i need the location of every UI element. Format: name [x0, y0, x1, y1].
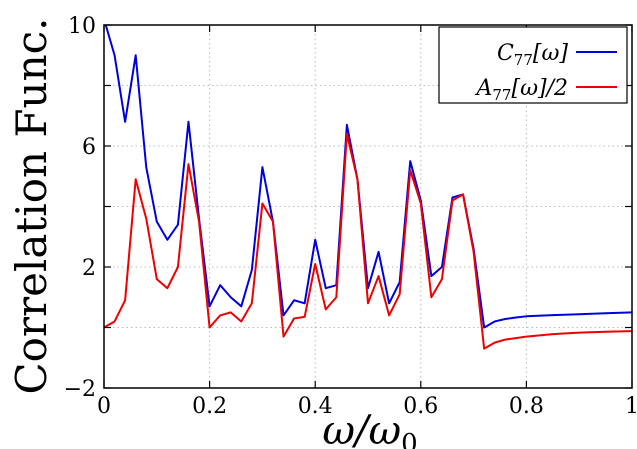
y-tick-label: −2	[64, 377, 96, 402]
legend-box	[438, 26, 628, 104]
x-tick-label: 1	[625, 394, 637, 419]
y-tick-label: 6	[82, 135, 96, 160]
legend-label-c77: C77[ω]	[497, 41, 568, 69]
x-tick-label: 0.8	[509, 394, 544, 419]
legend-label-a77: A77[ω]/2	[475, 76, 569, 104]
x-axis-label: ω/ω0	[322, 408, 417, 449]
tick-labels: 0 0.2 0.4 0.6 0.8 1 −2 2 6 10	[64, 14, 637, 419]
x-tick-label: 0.2	[192, 394, 227, 419]
series-layer	[104, 25, 632, 350]
x-tick-label: 0.6	[403, 394, 438, 419]
legend: C77[ω] A77[ω]/2	[438, 26, 628, 104]
y-axis-label: Correlation Func.	[7, 17, 56, 394]
axis-ticks	[103, 24, 633, 389]
y-tick-label: 2	[82, 256, 96, 281]
series-line-a77	[104, 132, 632, 350]
y-tick-label: 10	[68, 14, 96, 39]
x-tick-label: 0.4	[298, 394, 333, 419]
x-tick-label: 0	[97, 394, 111, 419]
